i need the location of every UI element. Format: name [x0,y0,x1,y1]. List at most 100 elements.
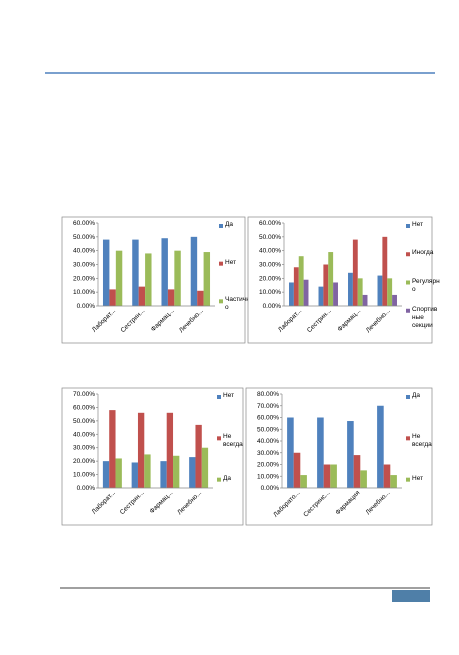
legend-item: Нет [412,474,424,482]
legend-item: Не всегда [223,433,243,449]
bar [347,421,354,488]
y-tick-label: 50.00% [257,426,279,433]
y-tick-label: 0.00% [77,303,96,310]
legend-swatch [219,224,223,228]
legend-item: Нет [412,221,424,228]
legend-label: Спортивные секции [412,305,438,329]
bar [303,279,309,306]
bar [144,454,151,488]
y-tick-label: 10.00% [257,473,279,480]
legend-swatch [217,477,221,482]
legend-item: Не всегда [412,433,432,449]
y-tick-label: 80.00% [257,391,279,398]
bar [167,289,175,306]
bar [330,464,337,488]
legend-swatch [217,436,221,441]
y-tick-label: 60.00% [259,220,281,227]
y-tick-label: 40.00% [73,248,95,255]
y-tick-label: 0.00% [263,303,282,310]
bar [392,294,397,306]
bar [348,272,353,306]
bar [289,282,294,306]
bar [102,461,110,488]
bar [137,412,145,488]
bar [131,462,138,488]
bar [377,405,384,488]
chart-frame [247,216,433,344]
legend-label: Да [223,474,232,482]
legend-swatch [219,299,223,304]
legend-item: Частично [225,296,250,312]
bar [293,452,301,488]
bar [362,294,368,306]
legend-label: Нет [412,474,424,482]
bar [377,275,383,306]
page-number-box [392,590,430,602]
legend-label: Не всегда [412,433,432,449]
legend-swatch [406,280,410,285]
bar [387,278,393,306]
y-tick-label: 50.00% [73,418,95,425]
bar [323,464,331,488]
bar [115,250,123,306]
bar [300,475,307,488]
y-tick-label: 30.00% [73,262,95,269]
bar [360,470,367,488]
legend-swatch [406,477,410,482]
y-tick-label: 0.00% [261,485,280,492]
y-tick-label: 60.00% [73,404,95,411]
y-tick-label: 30.00% [73,445,95,452]
bar [115,458,122,488]
bar [109,410,116,488]
bar [383,464,391,488]
legend-item: Нет [223,392,235,399]
legend-swatch [406,252,410,257]
y-tick-label: 40.00% [259,248,281,255]
legend-label: Частично [225,296,250,312]
bar [109,289,116,306]
y-tick-label: 70.00% [257,403,279,410]
bar [138,286,146,306]
bar [189,457,196,488]
bar [318,286,324,306]
chart: Лаборато... Сестринс... Фармация Лечебно...… [245,387,433,526]
y-tick-label: 40.00% [73,431,95,438]
y-tick-label: 50.00% [73,234,95,241]
legend-label: Регулярно [412,277,440,293]
y-tick-label: 10.00% [73,289,95,296]
bar [293,267,299,306]
y-tick-label: 30.00% [257,450,279,457]
y-tick-label: 10.00% [259,289,281,296]
legend-label: Не всегда [223,433,243,449]
bar [132,239,139,306]
legend-swatch [406,308,410,313]
legend-item: Иногда [412,249,433,256]
legend-item: Да [412,392,420,399]
chart-frame [61,216,246,344]
bar [353,455,361,488]
bar [352,239,358,306]
legend-swatch [217,395,221,399]
bar [333,282,338,306]
legend-label: Нет [412,221,424,228]
legend-label: Нет [223,392,235,399]
bar [357,278,363,306]
chart: Лаборат... Сестрин... Фармац... Лечебно...0… [247,216,440,344]
y-tick-label: 70.00% [73,391,95,398]
bar [323,264,329,306]
y-tick-label: 60.00% [73,220,95,227]
bar [173,455,180,488]
y-tick-label: 0.00% [77,485,96,492]
y-tick-label: 60.00% [257,415,279,422]
y-tick-label: 20.00% [73,275,95,282]
legend-swatch [219,261,223,266]
bar [160,461,167,488]
bar [298,256,304,306]
chart: Лаборат... Сестрин... Фармац... Лечебно...0… [61,387,244,526]
legend-item: Нет [225,259,236,266]
bar [390,475,397,488]
bar [382,236,388,306]
y-tick-label: 20.00% [73,458,95,465]
legend-item: Да [225,221,233,228]
